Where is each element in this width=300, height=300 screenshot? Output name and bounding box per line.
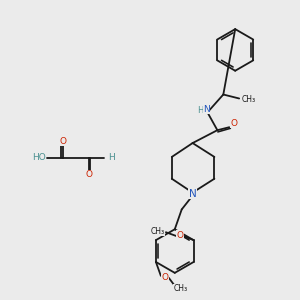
Text: CH₃: CH₃ bbox=[242, 95, 256, 104]
Text: CH₃: CH₃ bbox=[174, 284, 188, 293]
Text: O: O bbox=[161, 273, 168, 282]
Text: CH₃: CH₃ bbox=[151, 227, 165, 236]
Text: O: O bbox=[231, 119, 238, 128]
Text: H: H bbox=[108, 153, 115, 162]
Text: N: N bbox=[189, 189, 196, 199]
Text: N: N bbox=[203, 105, 210, 114]
Text: H: H bbox=[197, 106, 204, 115]
Text: O: O bbox=[85, 170, 92, 179]
Text: O: O bbox=[176, 231, 183, 240]
Text: HO: HO bbox=[32, 153, 46, 162]
Text: O: O bbox=[59, 136, 66, 146]
